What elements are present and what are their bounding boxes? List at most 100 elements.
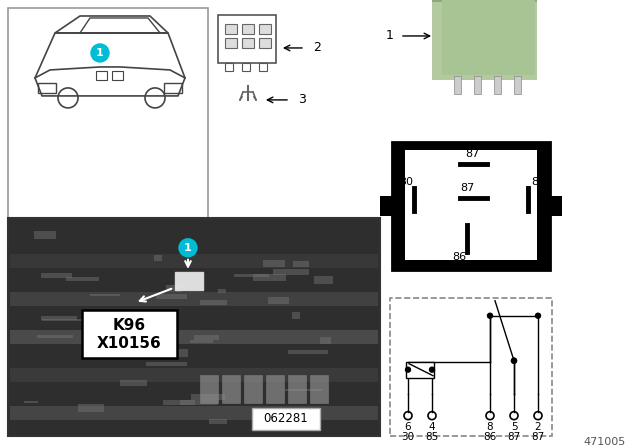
Bar	[285, 389, 322, 391]
Bar	[218, 15, 276, 63]
Bar	[166, 285, 182, 292]
Text: 87: 87	[460, 183, 474, 193]
Bar	[218, 289, 226, 293]
Circle shape	[91, 44, 109, 62]
Text: 1: 1	[184, 243, 192, 253]
Circle shape	[488, 313, 493, 318]
Bar	[194, 335, 219, 340]
Bar	[82, 310, 177, 358]
Bar	[432, 0, 537, 80]
Bar	[514, 76, 521, 94]
Text: 471005: 471005	[584, 437, 626, 447]
Bar	[156, 294, 187, 299]
Bar	[191, 394, 225, 400]
Circle shape	[536, 313, 541, 318]
Bar	[225, 63, 233, 71]
Text: 87: 87	[531, 431, 545, 442]
Bar	[392, 142, 550, 270]
Bar	[546, 196, 562, 216]
Bar	[146, 362, 187, 366]
Text: 86: 86	[483, 431, 497, 442]
Bar	[405, 150, 537, 260]
Text: 4: 4	[429, 422, 435, 431]
Bar	[222, 375, 240, 403]
Bar	[253, 274, 286, 281]
Bar	[200, 300, 227, 305]
Bar	[310, 375, 328, 403]
Bar	[8, 218, 380, 435]
Bar	[225, 38, 237, 48]
Bar	[242, 38, 254, 48]
Bar	[37, 335, 73, 338]
Bar	[242, 63, 250, 71]
Text: 2: 2	[534, 422, 541, 431]
Bar	[66, 277, 99, 281]
Text: 1: 1	[96, 48, 104, 58]
Bar	[252, 408, 320, 430]
Bar	[474, 76, 481, 94]
Text: 1: 1	[386, 30, 394, 43]
Bar	[432, 0, 537, 2]
Bar	[164, 83, 182, 93]
Bar	[273, 269, 309, 275]
Bar	[442, 0, 535, 75]
Bar	[10, 292, 378, 306]
Circle shape	[406, 367, 410, 372]
Bar	[209, 418, 227, 424]
Bar	[244, 375, 262, 403]
Text: K96: K96	[113, 318, 145, 333]
Bar	[225, 24, 237, 34]
Bar	[288, 350, 328, 354]
Bar	[120, 379, 147, 386]
Circle shape	[429, 367, 435, 372]
Bar	[259, 38, 271, 48]
Bar	[10, 330, 378, 344]
Bar	[242, 24, 254, 34]
Text: 2: 2	[313, 42, 321, 55]
Text: 6: 6	[404, 422, 412, 431]
Bar	[380, 196, 396, 216]
Bar	[163, 400, 195, 405]
Bar	[96, 71, 107, 80]
Bar	[10, 405, 378, 420]
Text: 30: 30	[399, 177, 413, 187]
Bar	[38, 83, 56, 93]
Text: 85: 85	[426, 431, 438, 442]
Bar	[406, 362, 434, 378]
Text: 86: 86	[452, 252, 466, 262]
Bar	[10, 368, 378, 382]
Bar	[180, 400, 218, 405]
Bar	[259, 24, 271, 34]
Bar	[292, 312, 300, 319]
Text: 062281: 062281	[264, 412, 308, 425]
Bar	[288, 375, 306, 403]
Bar	[154, 255, 162, 261]
Bar	[34, 231, 56, 239]
Bar	[131, 337, 155, 339]
Bar	[314, 276, 333, 284]
Text: 3: 3	[298, 94, 306, 107]
Bar	[41, 273, 72, 278]
Text: 87: 87	[465, 149, 479, 159]
Bar	[200, 375, 218, 403]
Text: 30: 30	[401, 431, 415, 442]
Bar	[390, 298, 552, 435]
Bar	[320, 337, 331, 344]
Text: 8: 8	[486, 422, 493, 431]
Bar	[112, 71, 123, 80]
Bar	[259, 63, 267, 71]
Bar	[24, 401, 38, 403]
Bar	[78, 404, 104, 412]
Bar	[454, 76, 461, 94]
Bar	[268, 297, 289, 304]
Bar	[8, 8, 208, 218]
Text: 5: 5	[511, 422, 517, 431]
Bar	[293, 261, 309, 267]
Text: X10156: X10156	[97, 336, 161, 351]
Text: 87: 87	[508, 431, 520, 442]
Bar	[41, 316, 77, 320]
Bar	[234, 274, 269, 277]
Bar	[175, 272, 203, 290]
Bar	[263, 260, 285, 267]
Bar	[494, 76, 501, 94]
